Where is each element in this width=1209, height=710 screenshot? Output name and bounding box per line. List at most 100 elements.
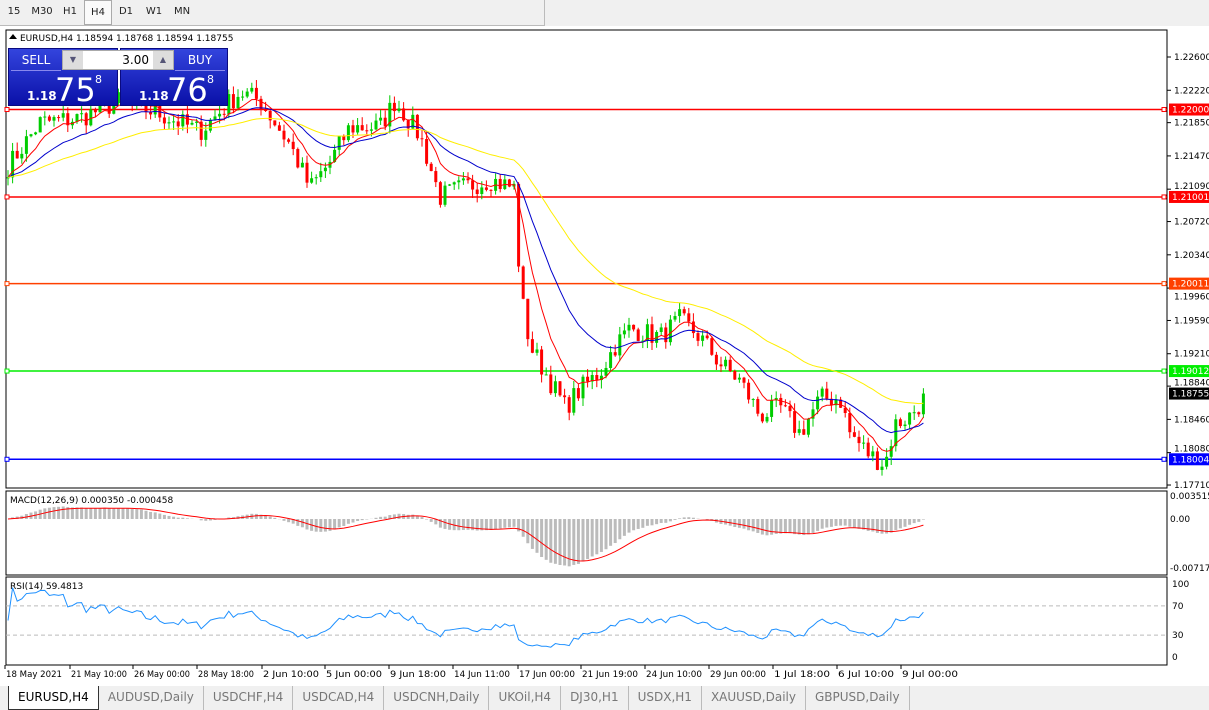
macd-histogram-bar <box>181 517 185 519</box>
timeframe-15[interactable]: 15 <box>7 6 21 17</box>
candle-body <box>852 432 856 437</box>
chart-tab[interactable]: AUDUSD,Daily <box>99 686 204 710</box>
level-price-label: 1.21001 <box>1172 193 1209 203</box>
candle-body <box>880 466 884 470</box>
macd-histogram-bar <box>84 508 88 519</box>
timeframe-H1[interactable]: H1 <box>63 6 77 17</box>
time-label: 14 Jun 11:00 <box>454 670 510 680</box>
chart-tab[interactable]: XAUUSD,Daily <box>702 686 806 710</box>
candle-body <box>310 178 314 183</box>
chart-canvas[interactable]: EURUSD,H4 1.18594 1.18768 1.18594 1.1875… <box>0 26 1209 686</box>
chart-window[interactable]: EURUSD,H4 1.18594 1.18768 1.18594 1.1875… <box>0 26 1209 686</box>
chart-tab[interactable]: USDCHF,H4 <box>204 686 294 710</box>
timeframe-D1[interactable]: D1 <box>118 6 134 17</box>
candle-body <box>20 153 24 159</box>
level-handle[interactable] <box>4 456 10 462</box>
macd-histogram-bar <box>613 519 617 544</box>
candle-body <box>356 125 360 133</box>
macd-histogram-bar <box>917 519 921 522</box>
price-label: 1.22600 <box>1174 53 1209 63</box>
level-handle[interactable] <box>1161 368 1167 374</box>
chart-tab[interactable]: USDCNH,Daily <box>384 686 490 710</box>
macd-histogram-bar <box>126 508 130 519</box>
lot-size-stepper[interactable]: ▼▲ <box>62 50 174 70</box>
macd-frame <box>5 490 1168 576</box>
macd-histogram-bar <box>47 507 51 519</box>
macd-histogram-bar <box>93 508 97 519</box>
macd-histogram-bar <box>503 519 507 528</box>
level-handle[interactable] <box>1161 107 1167 113</box>
level-handle[interactable] <box>1161 194 1167 200</box>
collapse-icon[interactable] <box>9 34 17 39</box>
chart-tab[interactable]: EURUSD,H4 <box>8 686 99 710</box>
macd-histogram-bar <box>282 519 286 521</box>
rsi-frame <box>5 576 1168 666</box>
price-label: 1.19960 <box>1174 293 1209 303</box>
macd-histogram-bar <box>843 519 847 526</box>
timeframe-toolbar: 15 M30 H1 H4 D1 W1 MN <box>0 0 545 26</box>
time-label: 1 Jul 18:00 <box>774 670 830 680</box>
chart-tab[interactable]: USDX,H1 <box>629 686 702 710</box>
timeframe-W1[interactable]: W1 <box>145 6 163 17</box>
sell-price-pip: 8 <box>95 73 102 86</box>
macd-histogram-bar <box>112 508 116 519</box>
candle-body <box>576 388 580 399</box>
timeframe-M30[interactable]: M30 <box>31 6 53 17</box>
candle-body <box>452 182 456 185</box>
macd-histogram-bar <box>760 519 764 535</box>
lot-decrease-icon[interactable]: ▼ <box>69 55 77 64</box>
chart-header: EURUSD,H4 1.18594 1.18768 1.18594 1.1875… <box>20 34 233 44</box>
candle-body <box>659 327 663 332</box>
macd-histogram-bar <box>604 519 608 550</box>
level-handle[interactable] <box>4 368 10 374</box>
chart-tab[interactable]: GBPUSD,Daily <box>806 686 910 710</box>
macd-histogram-bar <box>480 519 484 531</box>
lot-increase-icon[interactable]: ▲ <box>159 55 167 64</box>
candle-body <box>544 374 548 376</box>
sell-price-big: 75 <box>55 71 96 109</box>
candle-body <box>411 114 415 129</box>
current-price-badge <box>1169 387 1209 400</box>
chart-tab[interactable]: UKOil,H4 <box>489 686 562 710</box>
macd-histogram-bar <box>816 519 820 531</box>
buy-price-pip: 8 <box>207 73 214 86</box>
candle-body <box>282 130 286 140</box>
macd-histogram-bar <box>857 519 861 529</box>
candle-body <box>857 436 861 444</box>
level-handle[interactable] <box>1161 281 1167 287</box>
level-handle[interactable] <box>4 194 10 200</box>
macd-histogram-bar <box>153 512 157 519</box>
macd-histogram-bar <box>567 519 571 567</box>
candle-body <box>783 405 787 407</box>
candle-body <box>227 94 231 115</box>
macd-histogram-bar <box>655 519 659 525</box>
macd-histogram-bar <box>770 519 774 535</box>
macd-histogram-bar <box>834 519 838 526</box>
timeframe-MN[interactable]: MN <box>173 6 191 17</box>
level-handle[interactable] <box>4 281 10 287</box>
candle-body <box>521 266 525 299</box>
chart-tab[interactable]: USDCAD,H4 <box>293 686 385 710</box>
price-label: 1.19590 <box>1174 316 1209 326</box>
candle-body <box>425 139 429 164</box>
macd-histogram-bar <box>98 507 102 519</box>
candle-body <box>480 187 484 194</box>
candle-body <box>834 399 838 406</box>
time-label: 9 Jun 18:00 <box>390 670 446 680</box>
level-handle[interactable] <box>1161 456 1167 462</box>
macd-histogram-bar <box>898 519 902 529</box>
chart-tab[interactable]: DJ30,H1 <box>561 686 629 710</box>
candle-body <box>57 117 61 119</box>
lot-size-input[interactable] <box>83 51 153 69</box>
macd-histogram-bar <box>852 519 856 528</box>
macd-histogram-bar <box>779 519 783 534</box>
time-label: 26 May 00:00 <box>134 670 190 680</box>
timeframe-H4[interactable]: H4 <box>84 0 112 25</box>
macd-histogram-bar <box>135 509 139 519</box>
macd-histogram-bar <box>80 507 84 519</box>
level-handle[interactable] <box>4 107 10 113</box>
macd-histogram-bar <box>806 519 810 535</box>
candle-body <box>199 121 203 140</box>
candle-body <box>737 377 741 380</box>
candle-body <box>498 178 502 189</box>
